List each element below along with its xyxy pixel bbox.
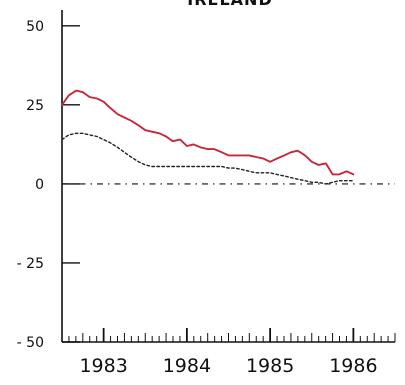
y-tick-label: - 25 [17, 256, 44, 272]
y-tick-label: 25 [26, 98, 44, 114]
series-line-solid [61, 89, 355, 176]
series-layer [61, 89, 355, 185]
y-tick-label: 50 [26, 19, 44, 35]
x-tick-label: 1983 [79, 355, 127, 377]
series-line-dotted [61, 132, 355, 185]
x-tick-label: 1984 [163, 355, 211, 377]
x-tick-label: 1986 [329, 355, 377, 377]
x-axis: 1983 1984 1985 1986 [61, 328, 396, 377]
y-tick-label: 0 [35, 177, 44, 193]
x-tick-label: 1985 [246, 355, 294, 377]
y-tick-label: - 50 [17, 335, 44, 351]
chart-title: IRELAND [187, 0, 272, 9]
y-axis: 50 25 0 - 25 - 50 [17, 10, 80, 351]
